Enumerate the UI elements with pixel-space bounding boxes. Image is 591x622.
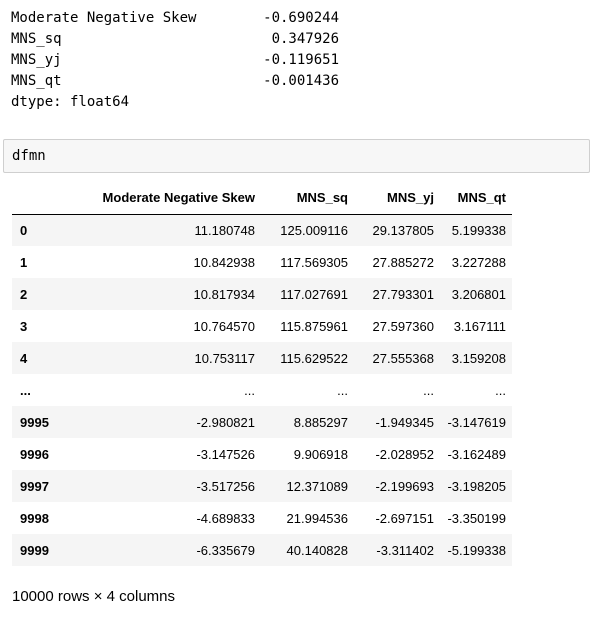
table-row: 9999 -6.335679 40.140828 -3.311402 -5.199338 xyxy=(12,534,512,566)
row-index: 9995 xyxy=(20,414,49,430)
table-cell: -3.147619 xyxy=(447,414,506,430)
table-row: 4 10.753117 115.629522 27.555368 3.159208 xyxy=(12,342,512,374)
series-row: MNS_sq 0.347926 xyxy=(11,29,339,50)
table-cell: -5.199338 xyxy=(447,542,506,558)
table-cell: 21.994536 xyxy=(286,510,348,526)
header-row: Moderate Negative Skew MNS_sq MNS_yj MNS… xyxy=(12,181,512,215)
series-row: Moderate Negative Skew -0.690244 xyxy=(11,8,339,29)
code-input-text[interactable]: dfmn xyxy=(12,148,46,164)
series-row: MNS_qt -0.001436 xyxy=(11,71,339,92)
table-cell: 117.027691 xyxy=(280,286,348,302)
row-index: ... xyxy=(20,382,31,398)
table-cell: 9.906918 xyxy=(293,446,348,462)
series-label: MNS_qt xyxy=(11,73,62,89)
series-value: -0.690244 xyxy=(263,10,339,26)
table-cell: 11.180748 xyxy=(194,222,256,238)
column-header: MNS_yj xyxy=(354,181,440,215)
code-input-cell[interactable]: dfmn xyxy=(3,139,590,173)
table-cell: 10.842938 xyxy=(193,254,255,270)
table-cell: -3.517256 xyxy=(196,478,255,494)
dataframe-table: Moderate Negative Skew MNS_sq MNS_yj MNS… xyxy=(12,181,512,566)
table-cell: ... xyxy=(337,382,348,398)
row-index: 9997 xyxy=(20,478,49,494)
table-cell: 27.885272 xyxy=(372,254,434,270)
row-index: 9996 xyxy=(20,446,49,462)
series-value: 0.347926 xyxy=(271,31,339,47)
series-label: MNS_yj xyxy=(11,52,62,68)
column-header: MNS_sq xyxy=(261,181,354,215)
table-cell: -3.198205 xyxy=(447,478,506,494)
table-row: 9996 -3.147526 9.906918 -2.028952 -3.162489 xyxy=(12,438,512,470)
series-value: -0.001436 xyxy=(263,73,339,89)
table-cell: 10.753117 xyxy=(194,350,256,366)
row-index: 9999 xyxy=(20,542,49,558)
series-row: MNS_yj -0.119651 xyxy=(11,50,339,71)
table-cell: 8.885297 xyxy=(293,414,348,430)
table-row: ............... xyxy=(12,374,512,406)
table-row: 1 10.842938 117.569305 27.885272 3.227288 xyxy=(12,246,512,278)
table-cell: -6.335679 xyxy=(196,542,255,558)
series-label: MNS_sq xyxy=(11,31,62,47)
table-cell: ... xyxy=(423,382,434,398)
series-output: Moderate Negative Skew -0.690244 MNS_sq 0.3… xyxy=(11,8,339,113)
table-cell: ... xyxy=(495,382,506,398)
table-cell: 3.159208 xyxy=(451,350,506,366)
table-cell: 12.371089 xyxy=(286,478,348,494)
table-cell: 10.817934 xyxy=(193,286,255,302)
row-index: 1 xyxy=(20,254,28,270)
table-cell: 40.140828 xyxy=(286,542,348,558)
table-cell: ... xyxy=(244,382,255,398)
table-cell: -2.980821 xyxy=(196,414,255,430)
row-index: 2 xyxy=(20,286,28,302)
table-cell: -4.689833 xyxy=(196,510,255,526)
table-row: 3 10.764570 115.875961 27.597360 3.167111 xyxy=(12,310,512,342)
table-cell: 29.137805 xyxy=(372,222,434,238)
dataframe-header: Moderate Negative Skew MNS_sq MNS_yj MNS… xyxy=(12,181,512,215)
table-cell: 27.555368 xyxy=(372,350,434,366)
row-index: 0 xyxy=(20,222,28,238)
table-cell: 3.167111 xyxy=(453,318,506,334)
table-cell: 115.629522 xyxy=(280,350,348,366)
series-value: -0.119651 xyxy=(263,52,339,68)
table-cell: -2.697151 xyxy=(375,510,434,526)
table-cell: 125.009116 xyxy=(280,222,348,238)
table-cell: -3.162489 xyxy=(447,446,506,462)
table-cell: 10.764570 xyxy=(193,318,255,334)
dataframe-shape: 10000 rows × 4 columns xyxy=(12,588,176,605)
table-row: 9997 -3.517256 12.371089 -2.199693 -3.198205 xyxy=(12,470,512,502)
table-cell: 3.206801 xyxy=(451,286,506,302)
table-cell: -3.350199 xyxy=(447,510,506,526)
table-cell: -3.147526 xyxy=(196,446,255,462)
column-header: MNS_qt xyxy=(440,181,512,215)
table-cell: 27.597360 xyxy=(372,318,434,334)
table-cell: 27.793301 xyxy=(372,286,434,302)
table-row: 2 10.817934 117.027691 27.793301 3.206801 xyxy=(12,278,512,310)
table-cell: 5.199338 xyxy=(451,222,506,238)
table-cell: 115.875961 xyxy=(280,318,348,334)
table-cell: -1.949345 xyxy=(375,414,434,430)
index-header xyxy=(12,181,64,215)
table-cell: -3.311402 xyxy=(376,542,434,558)
table-cell: 117.569305 xyxy=(280,254,348,270)
series-rows: Moderate Negative Skew -0.690244 MNS_sq 0.3… xyxy=(11,8,339,92)
table-cell: -2.028952 xyxy=(375,446,434,462)
dataframe-body: 0 11.180748 125.009116 29.137805 5.199338 1 10… xyxy=(12,214,512,566)
column-header: Moderate Negative Skew xyxy=(64,181,261,215)
dtype-line: dtype: float64 xyxy=(11,94,130,110)
row-index: 4 xyxy=(20,350,28,366)
table-cell: 3.227288 xyxy=(451,254,506,270)
series-label: Moderate Negative Skew xyxy=(11,10,197,26)
table-row: 9995 -2.980821 8.885297 -1.949345 -3.147619 xyxy=(12,406,512,438)
row-index: 9998 xyxy=(20,510,49,526)
table-row: 0 11.180748 125.009116 29.137805 5.199338 xyxy=(12,214,512,246)
table-cell: -2.199693 xyxy=(375,478,434,494)
row-index: 3 xyxy=(20,318,28,334)
table-row: 9998 -4.689833 21.994536 -2.697151 -3.350199 xyxy=(12,502,512,534)
